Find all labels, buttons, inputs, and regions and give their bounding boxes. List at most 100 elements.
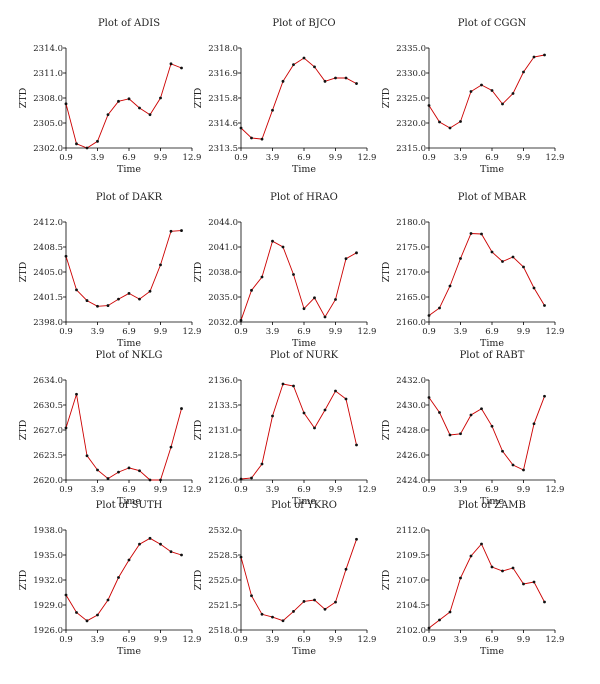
y-tick-label: 1926.0 [33, 626, 63, 636]
y-tick-label: 2525.0 [208, 576, 238, 586]
y-axis-label: ZTD [193, 569, 204, 590]
y-tick-label: 2412.0 [33, 218, 63, 228]
x-axis-label: Time [292, 646, 316, 657]
x-tick-label: 3.9 [91, 485, 105, 495]
data-point [75, 611, 78, 614]
data-point [159, 478, 162, 482]
x-tick-label: 3.9 [266, 485, 280, 495]
data-point [302, 56, 306, 60]
data-point [313, 296, 316, 300]
data-point [313, 426, 316, 430]
x-axis-label: Time [117, 496, 141, 507]
data-point [480, 232, 483, 236]
y-tick-label: 2170.0 [396, 268, 426, 278]
x-tick-label: 3.9 [266, 327, 280, 337]
data-point [250, 288, 253, 292]
chart-panel: Plot of SUTH 1926.0 1929.0 1932.0 1935.0 1938… [18, 500, 201, 657]
data-point [501, 102, 504, 106]
data-point [281, 619, 285, 623]
y-tick-label: 2305.0 [33, 119, 63, 129]
data-point [271, 414, 274, 418]
x-tick-label: 9.9 [329, 327, 343, 337]
y-tick-label: 2518.0 [208, 626, 238, 636]
data-point [532, 55, 536, 59]
y-tick-label: 2398.0 [33, 318, 63, 328]
data-point [469, 413, 473, 417]
data-point [480, 542, 483, 546]
data-point [532, 422, 536, 426]
chart-panel: Plot of DAKR 2398.0 2401.5 2405.0 2408.5 2412… [18, 192, 201, 349]
x-axis-label: Time [292, 338, 316, 349]
data-point [323, 79, 327, 83]
y-tick-label: 2160.0 [396, 318, 426, 328]
chart-panel: Plot of MBAR 2160.0 2165.0 2170.0 2175.0 2180… [381, 192, 564, 349]
data-point [260, 462, 264, 466]
data-point [127, 466, 131, 470]
data-point [543, 600, 546, 604]
chart-title: Plot of CGGN [458, 18, 527, 29]
y-tick-label: 2109.5 [396, 551, 426, 561]
x-tick-label: 3.9 [454, 485, 468, 495]
series-line [65, 230, 182, 307]
series-line [240, 539, 357, 622]
data-point [148, 113, 152, 117]
x-axis-label: Time [480, 164, 504, 175]
x-tick-label: 3.9 [91, 635, 105, 645]
data-point [323, 408, 327, 412]
y-tick-label: 2136.0 [208, 376, 238, 386]
data-point [323, 315, 327, 319]
series-line [65, 537, 182, 622]
data-point [180, 229, 183, 232]
y-tick-label: 2311.0 [33, 69, 63, 79]
y-tick-label: 2308.0 [33, 94, 63, 104]
data-point [543, 394, 546, 398]
data-point [281, 79, 285, 83]
series-line [428, 233, 545, 316]
data-point [117, 99, 120, 103]
data-point [169, 445, 173, 449]
x-tick-label: 9.9 [154, 485, 168, 495]
chart-title: Plot of DAKR [96, 192, 163, 203]
data-point [459, 432, 462, 436]
x-axis-label: Time [480, 338, 504, 349]
chart-panel: Plot of YKRO 2518.0 2521.5 2525.0 2528.5 2532… [193, 500, 376, 657]
x-tick-label: 0.9 [59, 327, 73, 337]
data-point [355, 82, 358, 85]
y-tick-label: 2430.0 [396, 401, 426, 411]
data-point [138, 469, 141, 473]
data-point [260, 275, 264, 279]
data-point [344, 257, 348, 261]
data-point [532, 286, 536, 290]
x-tick-label: 0.9 [234, 635, 248, 645]
y-tick-label: 2038.0 [208, 268, 238, 278]
x-tick-label: 12.9 [546, 153, 565, 163]
x-tick-label: 6.9 [297, 485, 311, 495]
data-point [292, 610, 295, 613]
series-line [428, 396, 545, 471]
x-tick-label: 9.9 [154, 153, 168, 163]
x-tick-label: 12.9 [546, 485, 565, 495]
data-point [334, 298, 337, 301]
x-tick-label: 6.9 [122, 153, 136, 163]
y-tick-label: 2627.0 [33, 426, 63, 436]
data-point [511, 255, 515, 259]
y-axis-label: ZTD [193, 261, 204, 282]
x-tick-label: 0.9 [422, 153, 436, 163]
data-point [448, 610, 452, 614]
y-tick-label: 2126.0 [208, 476, 238, 486]
data-point [448, 284, 452, 288]
x-tick-label: 3.9 [91, 153, 105, 163]
data-point [292, 384, 295, 388]
x-tick-label: 12.9 [546, 635, 565, 645]
x-tick-label: 6.9 [122, 485, 136, 495]
x-tick-label: 0.9 [59, 153, 73, 163]
data-point [302, 307, 306, 311]
data-point [459, 120, 462, 123]
x-tick-label: 6.9 [297, 327, 311, 337]
series-line [240, 57, 357, 140]
y-tick-label: 2620.0 [33, 476, 63, 486]
data-point [180, 553, 183, 557]
y-axis-label: ZTD [18, 569, 29, 590]
data-point [159, 263, 162, 267]
x-tick-label: 6.9 [122, 635, 136, 645]
